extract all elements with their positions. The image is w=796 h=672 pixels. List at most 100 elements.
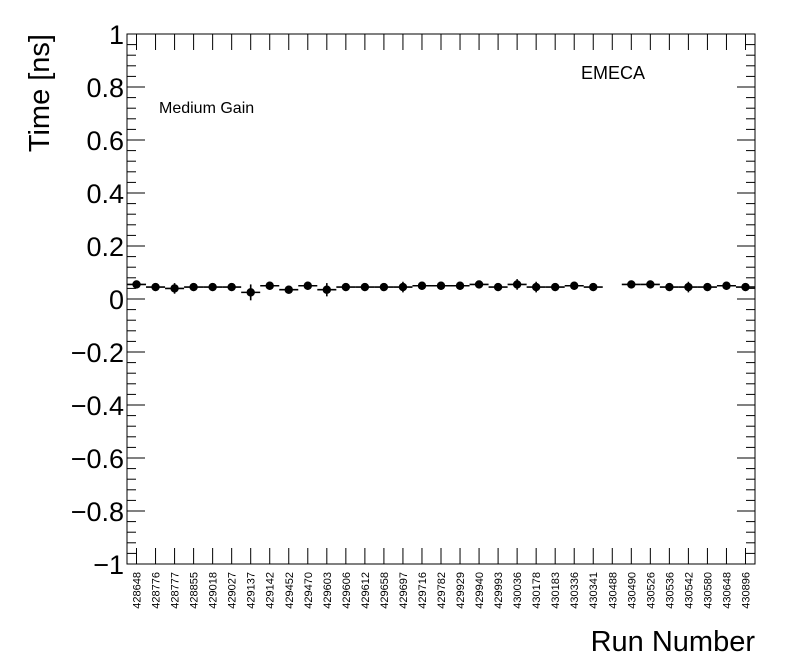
point-marker bbox=[570, 281, 579, 290]
x-tick-label: 429452 bbox=[284, 572, 296, 609]
data-point bbox=[374, 282, 394, 292]
y-tick-label: 1 bbox=[109, 20, 124, 50]
point-marker bbox=[589, 282, 598, 292]
y-tick-label: −1 bbox=[93, 550, 124, 580]
x-tick-label: 430488 bbox=[607, 572, 619, 609]
data-point bbox=[640, 280, 660, 289]
point-marker bbox=[703, 282, 712, 292]
point-marker bbox=[360, 282, 370, 292]
x-tick-label: 430490 bbox=[626, 572, 638, 609]
x-tick-label: 429658 bbox=[379, 572, 391, 609]
data-point bbox=[146, 282, 166, 292]
x-tick-label: 430178 bbox=[531, 572, 543, 609]
data-point bbox=[678, 281, 698, 293]
x-tick-label: 430341 bbox=[588, 572, 600, 609]
y-tick-label: 0.8 bbox=[86, 73, 124, 103]
data-point bbox=[165, 283, 185, 294]
data-point bbox=[184, 282, 204, 292]
data-point bbox=[412, 281, 432, 290]
x-tick-label: 428855 bbox=[189, 572, 201, 609]
y-tick-label: 0.2 bbox=[86, 232, 124, 262]
point-marker bbox=[646, 280, 655, 289]
y-tick-label: 0.6 bbox=[86, 126, 124, 156]
point-marker bbox=[741, 282, 750, 292]
point-marker bbox=[665, 282, 674, 292]
x-tick-label: 429782 bbox=[436, 572, 448, 609]
data-point bbox=[393, 281, 413, 293]
data-point bbox=[545, 282, 565, 292]
point-marker bbox=[284, 285, 293, 294]
point-marker bbox=[493, 282, 503, 292]
x-tick-label: 429018 bbox=[208, 572, 220, 609]
point-marker bbox=[531, 282, 541, 292]
point-marker bbox=[417, 281, 427, 290]
y-tick-label: −0.4 bbox=[71, 391, 124, 421]
data-point bbox=[298, 281, 318, 290]
x-tick-label: 430336 bbox=[569, 572, 581, 609]
y-tick-label: 0 bbox=[109, 285, 124, 315]
data-point bbox=[716, 281, 736, 290]
point-marker bbox=[189, 282, 198, 292]
point-marker bbox=[684, 282, 693, 292]
data-point bbox=[431, 281, 451, 290]
point-marker bbox=[627, 280, 636, 289]
point-marker bbox=[474, 280, 484, 289]
point-marker bbox=[722, 281, 731, 290]
data-point bbox=[203, 282, 223, 292]
data-point bbox=[735, 282, 755, 292]
point-marker bbox=[132, 280, 141, 289]
x-tick-label: 430183 bbox=[550, 572, 562, 609]
data-point bbox=[222, 282, 242, 292]
x-tick-label: 429603 bbox=[322, 572, 334, 609]
point-marker bbox=[303, 281, 312, 290]
x-tick-label: 428648 bbox=[132, 572, 144, 609]
x-tick-label: 430036 bbox=[512, 572, 524, 609]
point-marker bbox=[208, 282, 217, 292]
point-marker bbox=[436, 281, 446, 290]
data-point bbox=[450, 281, 470, 290]
data-point bbox=[621, 280, 641, 289]
point-marker bbox=[512, 280, 522, 289]
data-series bbox=[127, 279, 755, 301]
data-point bbox=[659, 282, 679, 292]
x-tick-label: 429940 bbox=[474, 572, 486, 609]
point-marker bbox=[246, 288, 255, 297]
x-tick-label: 429142 bbox=[265, 572, 277, 609]
x-tick-label: 428777 bbox=[170, 572, 182, 609]
data-point bbox=[241, 284, 261, 301]
x-tick-label: 429993 bbox=[493, 572, 505, 609]
y-tick-label: −0.6 bbox=[71, 444, 124, 474]
point-marker bbox=[265, 281, 274, 290]
x-tick-label: 429470 bbox=[303, 572, 315, 609]
point-marker bbox=[455, 281, 465, 290]
x-tick-label: 430580 bbox=[702, 572, 714, 609]
x-tick-label: 429716 bbox=[417, 572, 429, 609]
data-point bbox=[526, 281, 546, 293]
data-point bbox=[507, 279, 527, 290]
data-point bbox=[279, 285, 299, 294]
x-tick-label: 429606 bbox=[341, 572, 353, 609]
x-tick-label: 429137 bbox=[246, 572, 258, 609]
data-point bbox=[260, 281, 280, 290]
data-point bbox=[317, 283, 337, 297]
data-point bbox=[564, 281, 584, 290]
x-tick-label: 430648 bbox=[721, 572, 733, 609]
x-tick-label: 429612 bbox=[360, 572, 372, 609]
data-point bbox=[127, 280, 147, 289]
x-tick-label: 429697 bbox=[398, 572, 410, 609]
y-tick-label: 0.4 bbox=[86, 179, 124, 209]
x-tick-label: 430542 bbox=[683, 572, 695, 609]
x-tick-label: 428776 bbox=[151, 572, 163, 609]
point-marker bbox=[341, 282, 351, 292]
data-point bbox=[355, 282, 375, 292]
data-point bbox=[697, 282, 717, 292]
x-tick-label: 429027 bbox=[227, 572, 239, 609]
point-marker bbox=[170, 284, 179, 293]
y-axis: 1 0.8 0.6 0.4 0.2 0 −0.2 −0.4 −0.6 −0.8 −1 bbox=[71, 20, 755, 580]
point-marker bbox=[550, 282, 560, 292]
data-point bbox=[488, 282, 508, 292]
x-tick-label: 429929 bbox=[455, 572, 467, 609]
x-tick-label: 430526 bbox=[645, 572, 657, 609]
point-marker bbox=[379, 282, 389, 292]
